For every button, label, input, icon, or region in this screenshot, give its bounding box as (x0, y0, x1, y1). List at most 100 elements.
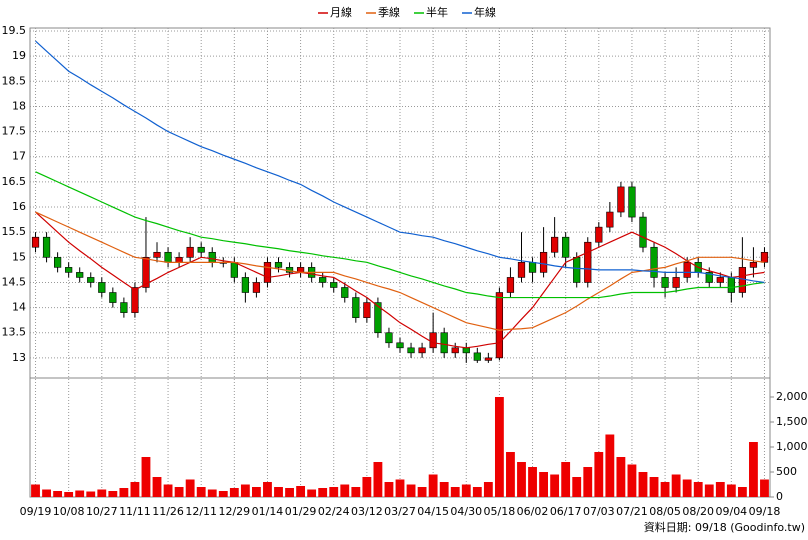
y2-tick-label: 0 (776, 490, 783, 503)
candle-body (53, 257, 62, 268)
volume-bar (472, 487, 482, 497)
candle-body (539, 251, 548, 273)
candle-body (109, 292, 117, 303)
candle-body (407, 347, 415, 354)
legend-label: 季線 (378, 5, 400, 19)
candle-body (175, 257, 183, 263)
candle-body (186, 246, 194, 258)
candle-body (65, 267, 73, 273)
y-tick-label: 14.5 (2, 275, 27, 288)
volume-bar (362, 477, 372, 497)
volume-bar (274, 487, 283, 497)
volume-bar (31, 484, 40, 497)
candle-body (639, 216, 647, 248)
volume-bar (594, 452, 604, 497)
volume-bar (715, 482, 725, 497)
candle-body (628, 186, 636, 218)
candle-body (31, 236, 40, 248)
y-tick-label: 15 (12, 250, 26, 263)
volume-bar (671, 474, 681, 497)
candle-body (319, 277, 327, 283)
candle-body (230, 262, 238, 278)
candle-body (197, 246, 205, 253)
candle-body (584, 241, 592, 283)
volume-bar (737, 487, 747, 497)
volume-bar (42, 489, 51, 497)
volume-bar (329, 487, 339, 497)
candle-body (208, 251, 216, 263)
volume-bar (704, 484, 714, 497)
volume-bar (517, 462, 526, 497)
volume-bar (450, 487, 460, 497)
x-tick-label: 02/24 (318, 505, 350, 518)
candle-body (595, 226, 603, 243)
candle-body (142, 257, 150, 288)
y-tick-label: 19 (12, 49, 26, 62)
candle-body (573, 257, 581, 283)
x-tick-label: 09/18 (749, 505, 781, 518)
x-tick-label: 11/26 (152, 505, 184, 518)
volume-bar (285, 488, 294, 497)
volume-bar (108, 491, 118, 497)
volume-bar (196, 487, 206, 497)
volume-bar (561, 462, 571, 497)
candle-body (551, 236, 559, 253)
volume-bar (428, 474, 438, 497)
candle-body (683, 262, 691, 278)
x-tick-label: 10/08 (53, 505, 85, 518)
x-tick-label: 01/14 (252, 505, 284, 518)
volume-bar (318, 488, 328, 497)
volume-bar (152, 477, 162, 497)
volume-bar (141, 457, 151, 497)
candle-body (716, 277, 724, 283)
legend-label: 年線 (474, 5, 496, 19)
volume-bar (550, 474, 560, 497)
volume-bar (207, 489, 217, 497)
candle-body (120, 302, 128, 313)
volume-bar (97, 489, 107, 497)
candle-body (506, 277, 515, 293)
volume-bar (351, 487, 361, 497)
legend-label: 月線 (330, 5, 352, 19)
x-tick-label: 12/29 (218, 505, 250, 518)
x-tick-label: 06/17 (550, 505, 582, 518)
volume-bar (417, 487, 427, 497)
footer: 資料日期: 09/18 (Goodinfo.tw) (644, 520, 805, 534)
volume-bar (572, 477, 582, 497)
candle-body (98, 282, 106, 293)
ma-line (35, 211, 765, 349)
x-tick-label: 09/19 (20, 505, 52, 518)
candle-body (241, 277, 249, 293)
volume-bar (760, 479, 769, 497)
volume-bar (384, 482, 394, 497)
volume-bar (682, 479, 692, 497)
candle-body (330, 282, 338, 288)
volume-bar (218, 491, 228, 497)
candle-body (418, 347, 426, 354)
volume-bar (406, 484, 416, 497)
volume-bar (483, 482, 493, 497)
volume-bar (163, 484, 173, 497)
x-tick-label: 01/29 (285, 505, 317, 518)
volume-bar (649, 477, 659, 497)
y-tick-label: 19.5 (2, 24, 27, 37)
volume-bar (506, 452, 515, 497)
x-tick-label: 07/21 (616, 505, 648, 518)
candle-body (617, 186, 625, 213)
volume-bar (252, 487, 261, 497)
x-tick-label: 08/20 (682, 505, 714, 518)
volume-bar (627, 464, 637, 497)
x-tick-label: 06/02 (517, 505, 549, 518)
volume-bar (296, 486, 306, 497)
x-tick-label: 07/03 (583, 505, 615, 518)
y-tick-label: 18.5 (2, 74, 27, 87)
volume-bar (638, 472, 648, 497)
x-tick-label: 04/30 (450, 505, 482, 518)
candle-body (263, 262, 272, 283)
candle-body (672, 277, 680, 288)
y-tick-label: 17 (12, 150, 26, 163)
volume-bar (539, 472, 548, 497)
volume-bar (307, 489, 317, 497)
y-tick-label: 13 (12, 351, 26, 364)
candle-body (374, 302, 382, 334)
